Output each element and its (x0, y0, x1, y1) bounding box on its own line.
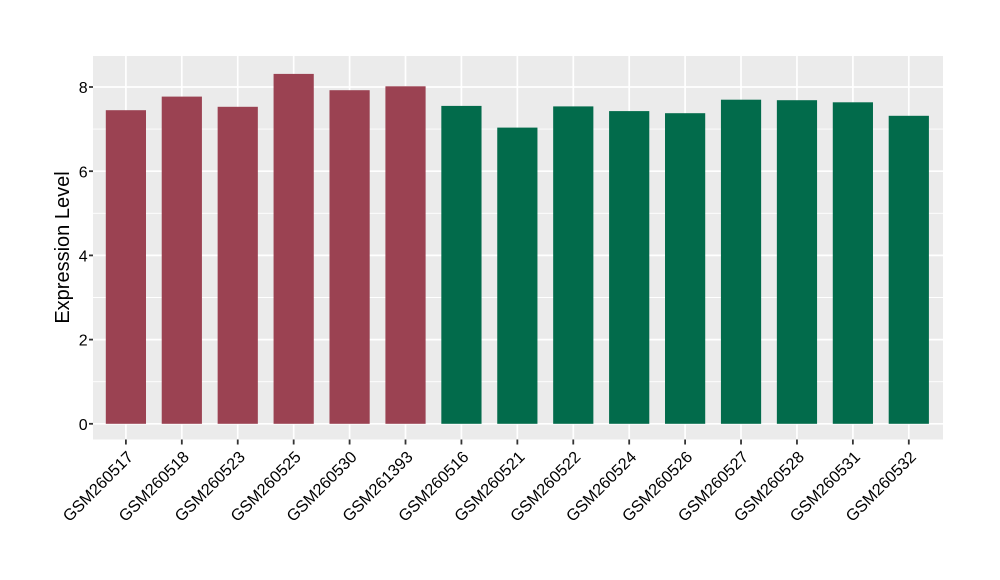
svg-text:0: 0 (79, 417, 88, 434)
svg-text:6: 6 (79, 164, 88, 181)
svg-text:4: 4 (79, 249, 88, 266)
svg-text:Expression Level: Expression Level (52, 171, 74, 323)
svg-text:8: 8 (79, 80, 88, 97)
svg-text:2: 2 (79, 333, 88, 350)
